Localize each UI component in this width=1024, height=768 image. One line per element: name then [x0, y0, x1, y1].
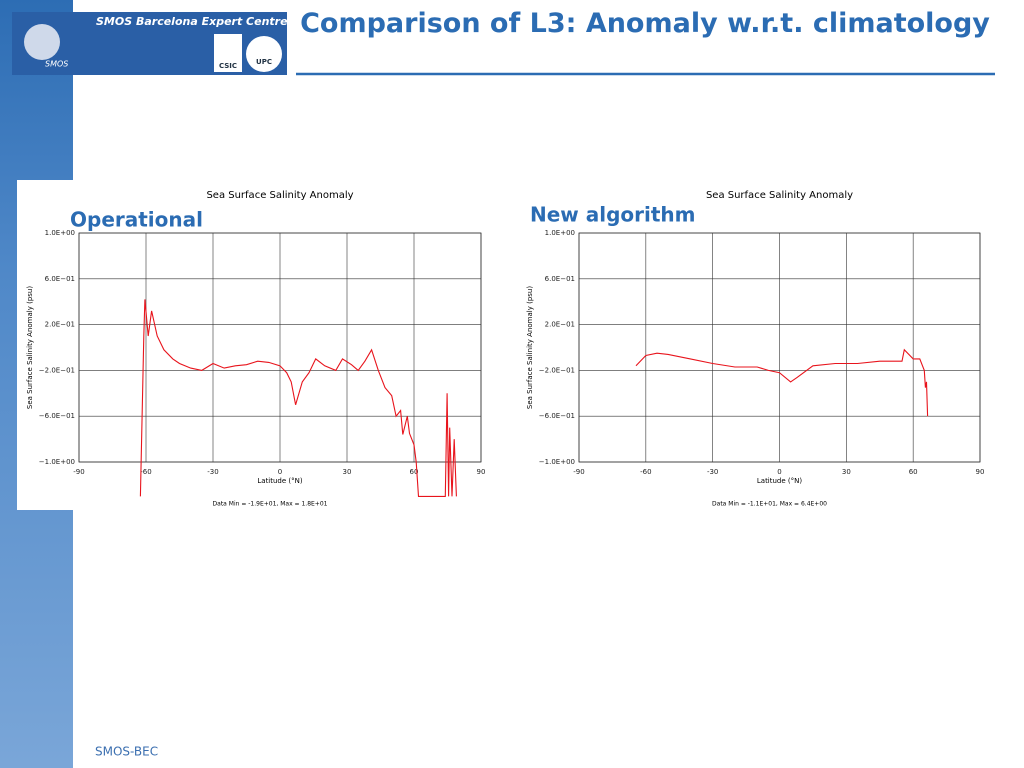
- y-tick-label: −1.0E+00: [39, 458, 75, 466]
- chart-label: Operational: [70, 208, 203, 232]
- x-tick-label: 60: [410, 468, 419, 476]
- note: Data Min = -1.9E+01, Max = 1.8E+01: [213, 501, 328, 508]
- y-tick-label: 2.0E−01: [545, 321, 575, 329]
- logo-text: SMOS: [45, 60, 68, 69]
- x-tick-label: 90: [477, 468, 486, 476]
- chart-label: New algorithm: [530, 203, 696, 227]
- x-tick-label: 0: [777, 468, 781, 476]
- plot-frame: [578, 232, 981, 463]
- data-line: [139, 299, 457, 497]
- y-axis-label: Sea Surface Salinity Anomaly (psu): [526, 286, 534, 409]
- x-tick-label: -30: [207, 468, 218, 476]
- logo-text: CSIC: [219, 62, 237, 70]
- x-tick-label: -30: [707, 468, 718, 476]
- y-tick-label: 6.0E−01: [45, 275, 75, 283]
- chart-panel: [17, 180, 520, 510]
- x-tick-label: -90: [573, 468, 584, 476]
- y-axis-label: Sea Surface Salinity Anomaly (psu): [26, 286, 34, 409]
- logo-badge: [214, 34, 242, 72]
- y-tick-label: 2.0E−01: [45, 321, 75, 329]
- y-tick-label: −1.0E+00: [539, 458, 575, 466]
- logo-globe: [24, 24, 60, 60]
- y-tick-label: 1.0E+00: [545, 229, 575, 237]
- data-line: [635, 348, 929, 417]
- x-tick-label: 60: [909, 468, 918, 476]
- y-tick-label: 1.0E+00: [45, 229, 75, 237]
- x-tick-label: -60: [640, 468, 651, 476]
- x-tick-label: -60: [140, 468, 151, 476]
- y-tick-label: −6.0E−01: [39, 412, 75, 420]
- footer: SMOS-BEC: [95, 745, 158, 759]
- x-tick-label: -90: [73, 468, 84, 476]
- x-tick-label: 30: [842, 468, 851, 476]
- y-tick-label: 6.0E−01: [545, 275, 575, 283]
- note: Data Min = -1.1E+01, Max = 6.4E+00: [712, 501, 827, 508]
- logo-text: UPC: [256, 58, 272, 66]
- logo-badge: [246, 36, 282, 72]
- y-tick-label: −2.0E−01: [539, 366, 575, 374]
- x-tick-label: 90: [976, 468, 985, 476]
- chart-title: Sea Surface Salinity Anomaly: [706, 190, 853, 201]
- x-tick-label: 30: [343, 468, 352, 476]
- plot-frame: [78, 232, 482, 463]
- x-axis-label: Latitude (°N): [757, 477, 803, 485]
- slide-title: Comparison of L3: Anomaly w.r.t. climato…: [300, 8, 990, 39]
- logo-text: SMOS Barcelona Expert Centre: [96, 15, 288, 28]
- y-tick-label: −6.0E−01: [539, 412, 575, 420]
- x-tick-label: 0: [278, 468, 282, 476]
- chart-title: Sea Surface Salinity Anomaly: [206, 190, 353, 201]
- y-tick-label: −2.0E−01: [39, 366, 75, 374]
- x-axis-label: Latitude (°N): [257, 477, 303, 485]
